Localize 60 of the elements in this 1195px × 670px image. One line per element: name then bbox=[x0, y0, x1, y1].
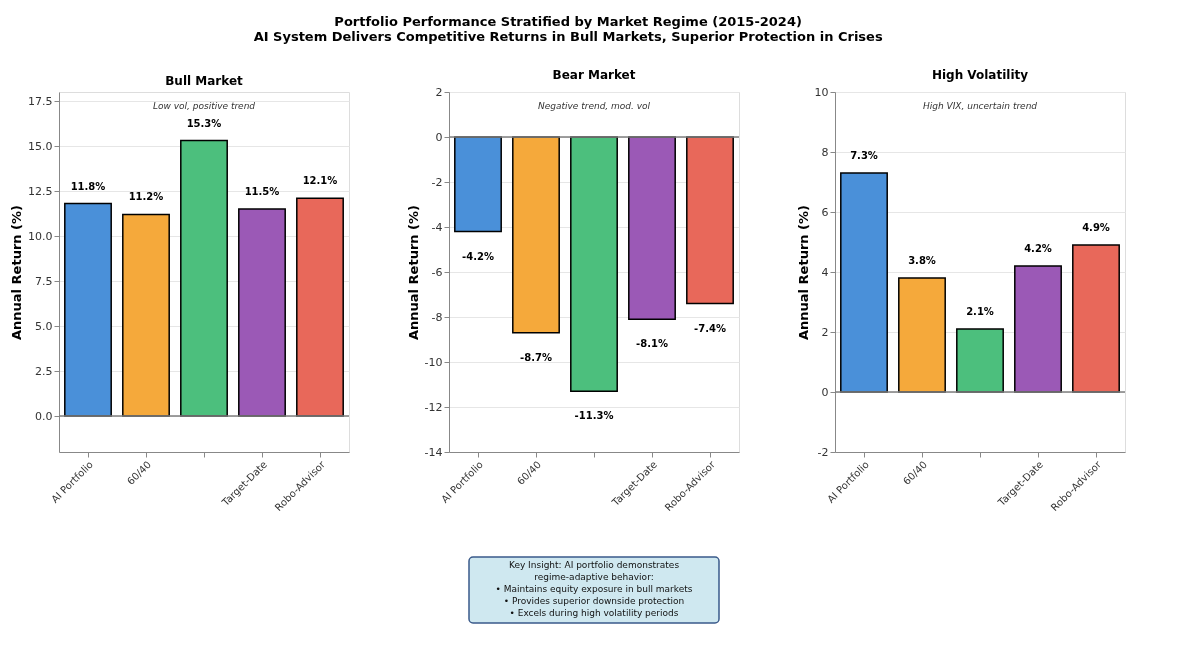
text: Portfolio Performance Stratified by Market Regime (2015-2024) AI System Delivers Competitive Returns in Bull Markets, Superior Protection in Crises bbox=[253, 13, 883, 44]
y-tick-label: 17.5 bbox=[28, 94, 53, 108]
y-tick-label: 2 bbox=[435, 85, 443, 99]
bar bbox=[1014, 265, 1062, 393]
data-label: 12.1% bbox=[302, 175, 338, 187]
data-label: -8.7% bbox=[520, 351, 552, 363]
y-tick-label: 10 bbox=[814, 85, 829, 99]
y-tick-label: 2 bbox=[821, 325, 829, 339]
data-label: 11.5% bbox=[244, 186, 280, 197]
y-axis-title: Annual Return (%) bbox=[795, 205, 811, 340]
y-tick-label: -6 bbox=[431, 265, 443, 279]
y-tick-label: -10 bbox=[424, 355, 443, 369]
data-label: 15.3% bbox=[186, 117, 222, 129]
chart-title: Bull Market bbox=[165, 74, 244, 88]
y-tick-label: 0 bbox=[435, 130, 443, 144]
bar bbox=[238, 208, 286, 417]
y-axis-title: Annual Return (%) bbox=[405, 205, 421, 340]
data-label: -8.1% bbox=[636, 338, 668, 350]
y-tick-label: -2 bbox=[817, 445, 829, 459]
data-label: 3.8% bbox=[908, 255, 936, 266]
y-tick-label: 5.0 bbox=[35, 319, 53, 333]
y-tick-label: 6 bbox=[821, 205, 829, 219]
annotation: High VIX, uncertain trend bbox=[922, 101, 1038, 111]
data-label: -11.3% bbox=[574, 410, 614, 422]
data-label: 11.8% bbox=[70, 180, 106, 192]
data-label: -4.2% bbox=[462, 250, 494, 262]
data-label: 2.1% bbox=[966, 306, 994, 317]
chart-title: Bear Market bbox=[552, 68, 636, 82]
y-tick-label: -2 bbox=[431, 175, 443, 189]
y-tick-label: 12.5 bbox=[28, 184, 53, 198]
bar bbox=[956, 328, 1004, 393]
annotation: Low vol, positive trend bbox=[152, 101, 256, 111]
text: Key Insight: AI portfolio demonstrates regime-adaptive behavior: • Maintains equity exposure in bull markets • Provides superior downside protection • Excels during high volatility periods bbox=[495, 560, 693, 618]
bar bbox=[296, 197, 344, 417]
bar bbox=[898, 277, 946, 393]
data-label: 4.2% bbox=[1024, 243, 1052, 254]
y-tick-label: 8 bbox=[821, 145, 829, 159]
y-tick-label: 10.0 bbox=[28, 229, 53, 243]
data-label: 4.9% bbox=[1082, 222, 1110, 233]
y-tick-label: -12 bbox=[424, 400, 443, 414]
y-tick-label: 4 bbox=[821, 265, 829, 279]
bar bbox=[122, 213, 170, 417]
y-tick-label: 2.5 bbox=[35, 364, 53, 378]
y-tick-label: 0 bbox=[821, 385, 829, 399]
bar bbox=[180, 139, 228, 417]
chart-title: High Volatility bbox=[931, 68, 1029, 82]
y-tick-label: -14 bbox=[424, 445, 443, 459]
data-label: -7.4% bbox=[694, 322, 726, 334]
y-tick-label: -8 bbox=[431, 310, 443, 324]
data-label: 7.3% bbox=[850, 150, 878, 161]
y-axis-title: Annual Return (%) bbox=[9, 205, 25, 340]
y-tick-label: 15.0 bbox=[28, 139, 53, 153]
data-label: 11.2% bbox=[128, 191, 164, 203]
bar bbox=[64, 202, 112, 417]
annotation: Negative trend, mod. vol bbox=[537, 101, 651, 111]
bar bbox=[840, 172, 888, 393]
y-tick-label: 7.5 bbox=[35, 274, 53, 288]
bar bbox=[1072, 244, 1120, 393]
y-tick-label: 0.0 bbox=[35, 409, 53, 423]
y-tick-label: -4 bbox=[431, 220, 443, 234]
